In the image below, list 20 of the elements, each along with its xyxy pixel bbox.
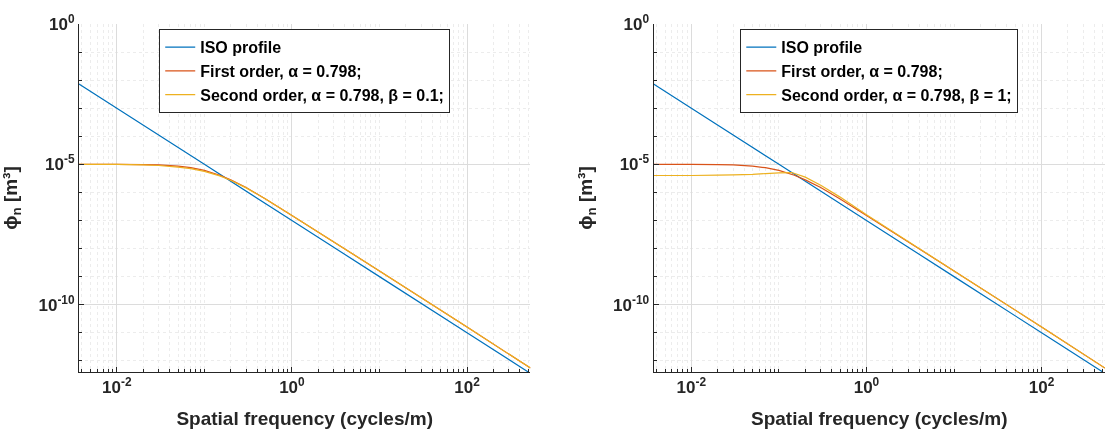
legend-label: First order, α = 0.798; [200,63,362,81]
legend-label: First order, α = 0.798; [781,63,943,81]
x-tick-label: 10$^{2}$ [454,375,481,398]
y-tick-label: 10$^{-10}$ [38,292,75,315]
y-tick-label: 10$^{-10}$ [613,292,650,315]
x-tick-label: 10$^{2}$ [1028,375,1055,398]
y-tick-label: 10$^{0}$ [623,11,650,34]
y-tick-label: 10$^{0}$ [49,11,75,34]
x-tick-label: 10$^{0}$ [279,375,306,398]
legend-label: Second order, α = 0.798, β = 1; [781,86,1012,104]
x-tick-label: 10$^{-2}$ [676,375,707,398]
legend-label: ISO profile [781,39,863,57]
x-axis-title: Spatial frequency (cycles/m) [750,408,1008,430]
x-axis-title: Spatial frequency (cycles/m) [176,408,434,430]
legend-label: ISO profile [200,39,282,57]
y-tick-label: 10$^{-5}$ [619,152,650,175]
x-tick-label: 10$^{0}$ [853,375,880,398]
y-tick-label: 10$^{-5}$ [45,152,75,175]
x-tick-label: 10$^{-2}$ [102,375,132,398]
legend-label: Second order, α = 0.798, β = 0.1; [200,86,444,104]
